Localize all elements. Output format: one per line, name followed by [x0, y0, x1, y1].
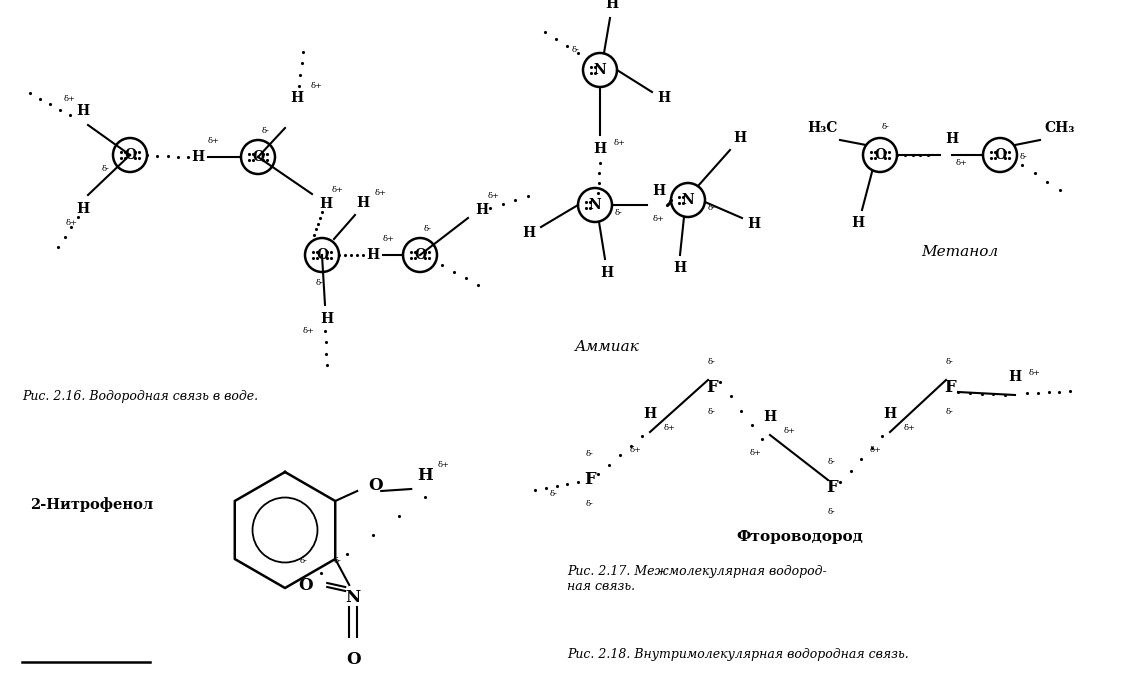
Text: H₃C: H₃C	[807, 121, 837, 135]
Text: H: H	[851, 216, 864, 230]
Text: H: H	[600, 266, 614, 280]
Text: δ-: δ-	[102, 165, 110, 173]
Text: δ-: δ-	[828, 458, 836, 466]
Text: H: H	[643, 407, 657, 421]
Text: O: O	[298, 576, 313, 594]
Text: δ-: δ-	[586, 450, 594, 458]
Text: H: H	[191, 150, 205, 164]
Text: δ+: δ+	[904, 424, 916, 432]
Text: δ+: δ+	[488, 192, 499, 200]
Text: O: O	[346, 650, 360, 668]
Text: δ-: δ-	[946, 408, 954, 416]
Text: δ+: δ+	[784, 427, 796, 435]
Text: Рис. 2.18. Внутримолекулярная водородная связь.: Рис. 2.18. Внутримолекулярная водородная…	[567, 648, 909, 661]
Text: δ+: δ+	[750, 449, 762, 457]
Text: O: O	[368, 477, 383, 493]
Text: δ-: δ-	[615, 209, 623, 217]
Text: Аммиак: Аммиак	[575, 340, 640, 354]
Text: H: H	[320, 197, 332, 211]
Text: H: H	[290, 91, 304, 105]
Text: Рис. 2.17. Межмолекулярная водород-
ная связь.: Рис. 2.17. Межмолекулярная водород- ная …	[567, 565, 827, 593]
Text: δ+: δ+	[956, 159, 968, 167]
Text: δ+: δ+	[653, 215, 664, 223]
Text: N: N	[589, 198, 601, 212]
Text: O: O	[252, 150, 264, 164]
Text: δ-: δ-	[709, 204, 716, 212]
Text: δ+: δ+	[870, 446, 881, 454]
Text: δ-: δ-	[424, 225, 432, 233]
Text: δ+: δ+	[664, 424, 676, 432]
Text: O: O	[994, 148, 1006, 162]
Text: δ-: δ-	[828, 508, 836, 516]
Text: H: H	[606, 0, 618, 11]
Text: δ+: δ+	[66, 219, 78, 227]
Text: F: F	[584, 471, 596, 489]
Text: δ-: δ-	[333, 557, 341, 565]
Text: H: H	[417, 466, 433, 484]
Text: δ+: δ+	[614, 139, 626, 147]
Text: δ-: δ-	[586, 500, 594, 508]
Text: δ-: δ-	[709, 408, 716, 416]
Text: δ-: δ-	[883, 123, 890, 131]
Text: H: H	[652, 184, 666, 198]
Text: δ-: δ-	[709, 358, 716, 366]
Text: CH₃: CH₃	[1045, 121, 1075, 135]
Text: δ+: δ+	[631, 446, 642, 454]
Text: δ-: δ-	[262, 127, 270, 135]
Text: δ+: δ+	[64, 95, 76, 103]
Text: H: H	[366, 248, 380, 262]
Text: H: H	[476, 203, 488, 217]
Text: H: H	[77, 202, 89, 216]
Text: H: H	[747, 217, 760, 231]
Text: N: N	[681, 193, 694, 207]
Text: N: N	[346, 588, 360, 606]
Text: δ+: δ+	[303, 327, 315, 335]
Text: O: O	[316, 248, 328, 262]
Text: H: H	[946, 132, 958, 146]
Text: δ-: δ-	[299, 557, 307, 565]
Text: δ-: δ-	[572, 46, 580, 54]
Text: δ-: δ-	[550, 490, 558, 498]
Text: H: H	[356, 196, 370, 210]
Text: δ+: δ+	[375, 189, 386, 197]
Text: H: H	[1008, 370, 1022, 384]
Text: O: O	[124, 148, 136, 162]
Text: δ+: δ+	[332, 186, 344, 194]
Text: F: F	[945, 379, 956, 397]
Text: H: H	[522, 226, 536, 240]
Text: δ-: δ-	[946, 358, 954, 366]
Text: δ+: δ+	[311, 82, 323, 90]
Text: 2-Нитрофенол: 2-Нитрофенол	[31, 498, 154, 513]
Text: δ+: δ+	[208, 137, 220, 145]
Text: H: H	[658, 91, 670, 105]
Text: Метанол: Метанол	[921, 245, 999, 259]
Text: δ-: δ-	[1020, 153, 1028, 161]
Text: δ+: δ+	[1029, 369, 1041, 377]
Text: Фтороводород: Фтороводород	[737, 530, 863, 544]
Text: δ+: δ+	[383, 235, 396, 243]
Text: δ+: δ+	[437, 461, 449, 469]
Text: O: O	[414, 248, 426, 262]
Text: H: H	[77, 104, 89, 118]
Text: H: H	[321, 312, 333, 326]
Text: N: N	[593, 63, 607, 77]
Text: H: H	[764, 410, 776, 424]
Text: Рис. 2.16. Водородная связь в воде.: Рис. 2.16. Водородная связь в воде.	[21, 390, 258, 403]
Text: O: O	[873, 148, 886, 162]
Text: δ-: δ-	[316, 279, 324, 287]
Text: H: H	[593, 142, 607, 156]
Text: F: F	[706, 379, 718, 397]
Text: H: H	[884, 407, 896, 421]
Text: H: H	[673, 261, 687, 275]
Text: F: F	[826, 480, 837, 496]
Text: H: H	[733, 131, 747, 145]
